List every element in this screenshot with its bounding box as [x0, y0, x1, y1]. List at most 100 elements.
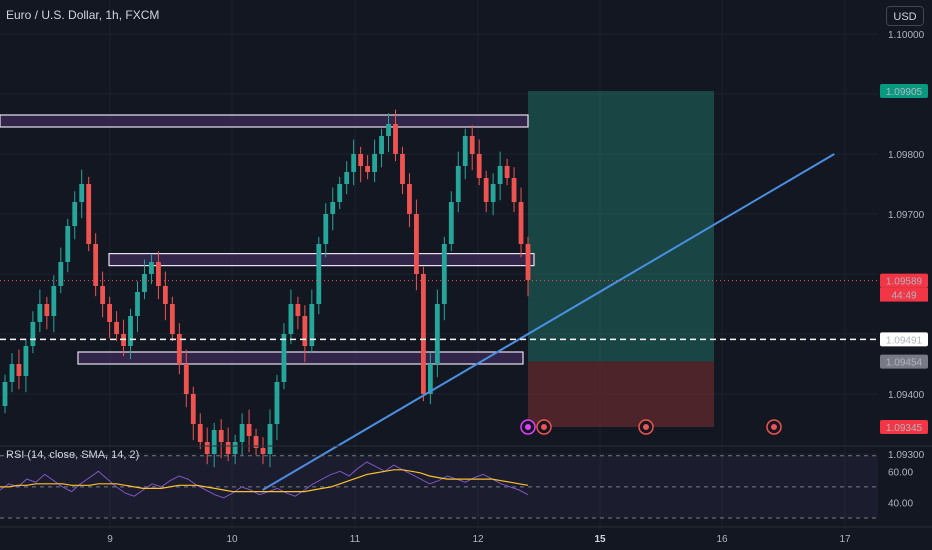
candle-body: [511, 178, 517, 202]
time-tick-label: 16: [716, 534, 728, 545]
candle-body: [351, 154, 357, 172]
candle-body: [267, 424, 273, 454]
candle-body: [462, 136, 468, 166]
rsi-indicator-label[interactable]: RSI (14, close, SMA, 14, 2): [6, 449, 140, 461]
candle-body: [316, 244, 322, 304]
candle-body: [30, 322, 36, 346]
target-price-label: 1.09905: [886, 87, 923, 98]
trendline: [262, 153, 835, 491]
time-tick-label: 10: [226, 534, 238, 545]
candle-body: [79, 184, 85, 202]
price-tick-label: 1.09700: [888, 210, 925, 221]
supply-demand-zone: [77, 351, 524, 365]
event-marker-dot-icon: [541, 424, 547, 430]
candle-body: [246, 424, 252, 436]
supply-demand-zone: [0, 114, 529, 128]
chart-title: Euro / U.S. Dollar, 1h, FXCM: [6, 8, 160, 22]
price-tick-label: 1.10000: [888, 30, 925, 41]
candle-body: [490, 184, 496, 202]
candle-body: [504, 166, 510, 178]
stop-line-price-label: 1.09454: [886, 358, 923, 369]
candle-body: [107, 304, 112, 322]
candle-body: [58, 262, 64, 286]
candle-body: [344, 172, 350, 184]
candle-body: [274, 382, 280, 424]
time-tick-label: 17: [839, 534, 851, 545]
candle-body: [114, 322, 119, 334]
candle-body: [128, 316, 133, 346]
candle-body: [434, 304, 440, 364]
candle-body: [337, 184, 343, 202]
candle-body: [72, 202, 78, 226]
rsi-tick-label: 40.00: [888, 498, 913, 509]
candle-body: [211, 430, 217, 454]
event-marker-dot-icon: [643, 424, 649, 430]
candle-body: [253, 436, 259, 448]
target-price-label-bg: [880, 84, 928, 98]
candle-body: [330, 202, 336, 214]
price-tick-label: 1.09300: [888, 450, 925, 461]
candle-body: [323, 214, 329, 244]
candle-body: [225, 442, 231, 454]
candle-body: [176, 334, 182, 364]
candle-body: [455, 166, 461, 202]
candle-body: [162, 286, 168, 304]
event-marker-dot-icon: [771, 424, 777, 430]
candle-body: [190, 394, 196, 424]
candle-body: [441, 244, 447, 304]
currency-button[interactable]: USD: [886, 6, 924, 26]
candle-body: [358, 154, 364, 166]
candle-body: [281, 334, 287, 382]
candle-body: [372, 154, 377, 172]
candle-body: [448, 202, 454, 244]
candle-body: [302, 316, 308, 346]
candle-body: [142, 274, 147, 292]
candle-body: [421, 274, 426, 394]
candle-body: [476, 154, 482, 178]
candle-body: [365, 166, 371, 172]
time-tick-label: 9: [107, 534, 113, 545]
candle-body: [525, 244, 531, 280]
time-tick-label: 11: [350, 534, 361, 545]
candle-body: [149, 262, 154, 274]
candle-body: [51, 286, 57, 316]
countdown-label: 44:49: [891, 291, 916, 302]
candle-body: [100, 286, 106, 304]
candle-body: [260, 448, 266, 454]
candle-body: [497, 166, 503, 184]
candle-body: [2, 382, 8, 406]
candle-body: [295, 304, 301, 316]
candle-body: [288, 304, 294, 334]
candle-body: [183, 364, 189, 394]
candle-body: [400, 154, 405, 184]
candle-body: [135, 292, 140, 316]
event-marker-dot-icon: [525, 424, 531, 430]
candle-body: [309, 304, 315, 346]
candle-body: [518, 202, 524, 244]
candle-body: [386, 124, 391, 136]
candle-body: [483, 178, 489, 202]
candle-body: [393, 124, 398, 154]
countdown-bg: [880, 287, 928, 302]
candle-body: [23, 346, 29, 376]
candle-body: [65, 226, 71, 262]
candle-body: [427, 364, 433, 394]
current-price-label: 1.09589: [886, 277, 923, 288]
candle-body: [469, 136, 475, 154]
entry-price-label-bg: [880, 332, 928, 347]
candle-body: [93, 244, 99, 286]
candle-body: [9, 364, 15, 382]
current-price-label-bg: [880, 273, 928, 288]
candle-body: [37, 304, 43, 322]
rsi-line: [0, 461, 529, 499]
candle-body: [204, 442, 210, 454]
candle-body: [218, 430, 224, 442]
stop-zone: [528, 361, 714, 427]
candle-body: [156, 262, 161, 286]
candle-body: [407, 184, 412, 214]
time-tick-label: 15: [594, 534, 606, 545]
candle-body: [169, 304, 175, 334]
candle-body: [44, 304, 50, 316]
candle-body: [239, 424, 245, 442]
